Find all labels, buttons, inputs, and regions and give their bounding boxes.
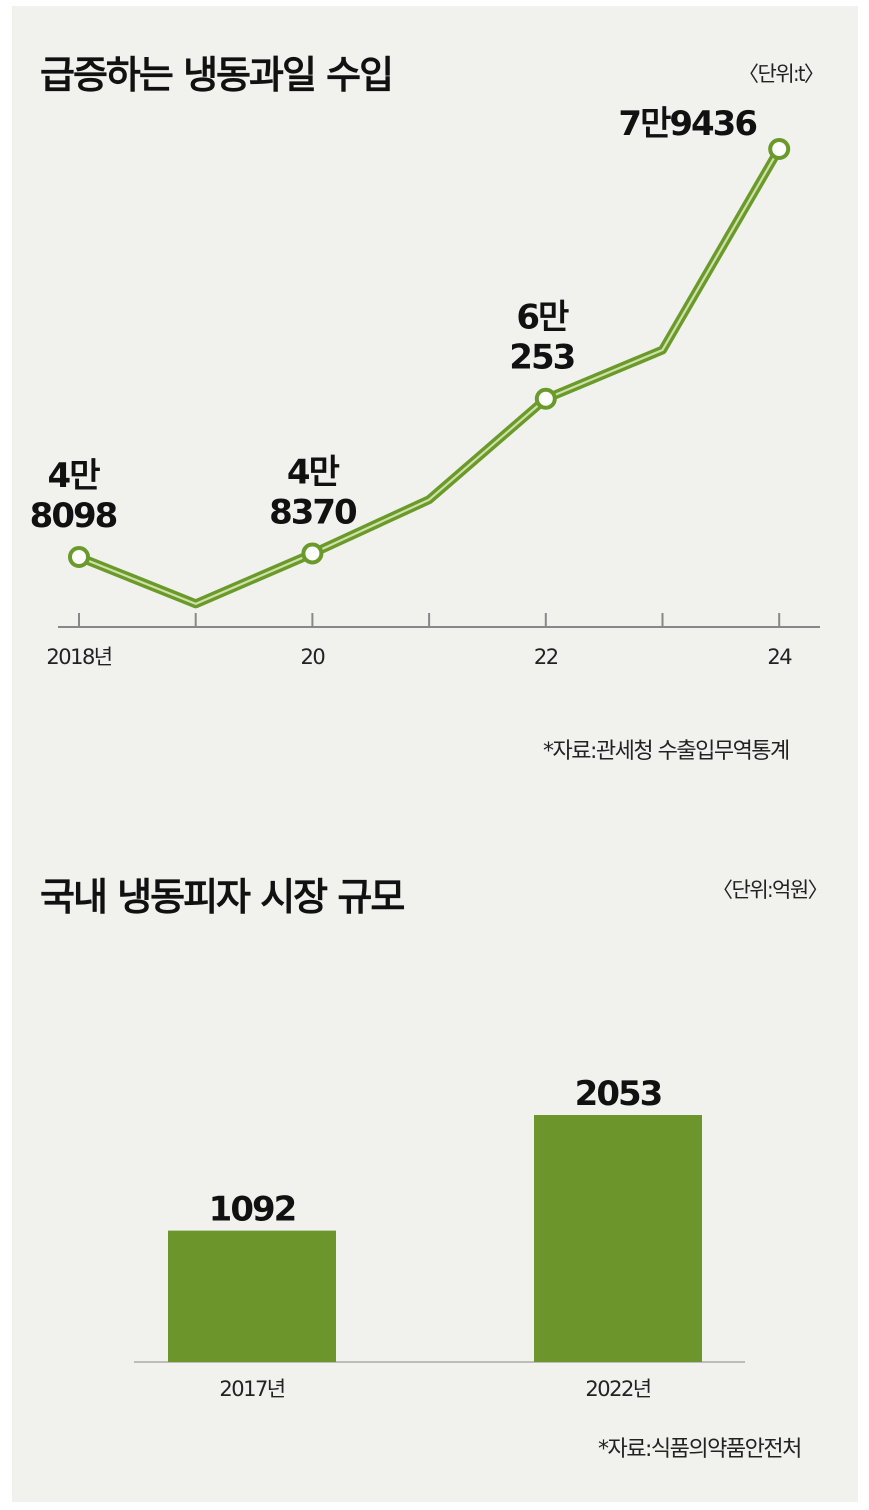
x-tick-label: 2018년 (46, 645, 111, 669)
data-label: 8370 (269, 492, 357, 532)
bar-chart-source: *자료:식품의약품안전처 (598, 1437, 802, 1462)
bar-category-label: 2017년 (219, 1377, 284, 1401)
bar-category-label: 2022년 (585, 1377, 650, 1401)
line-chart-source: *자료:관세청 수출입무역통계 (543, 739, 790, 764)
data-label: 4만 (48, 456, 101, 496)
data-point-marker (768, 138, 791, 160)
bar-value-label: 1092 (209, 1190, 296, 1230)
bar-value-label: 2053 (575, 1074, 662, 1114)
data-label: 6만 (516, 298, 569, 338)
data-point-marker (534, 387, 557, 410)
data-label: 4만 (287, 452, 340, 492)
data-point-marker (68, 546, 90, 568)
x-tick-label: 20 (301, 645, 325, 669)
line-chart-title: 급증하는 냉동과일 수입 (40, 53, 394, 97)
data-label: 253 (509, 338, 574, 378)
bar-chart-unit: 〈단위:억원〉 (712, 878, 829, 902)
bar (168, 1230, 336, 1362)
x-tick-label: 22 (534, 645, 558, 669)
data-label: 7만9436 (618, 104, 756, 144)
bar (534, 1115, 702, 1362)
x-tick-label: 24 (767, 645, 792, 669)
bar-chart-title: 국내 냉동피자 시장 규모 (40, 875, 405, 919)
series-line-highlight (78, 148, 781, 605)
data-label: 8098 (30, 496, 117, 536)
data-point-marker (301, 542, 324, 565)
line-chart-unit: 〈단위:t〉 (738, 62, 825, 86)
